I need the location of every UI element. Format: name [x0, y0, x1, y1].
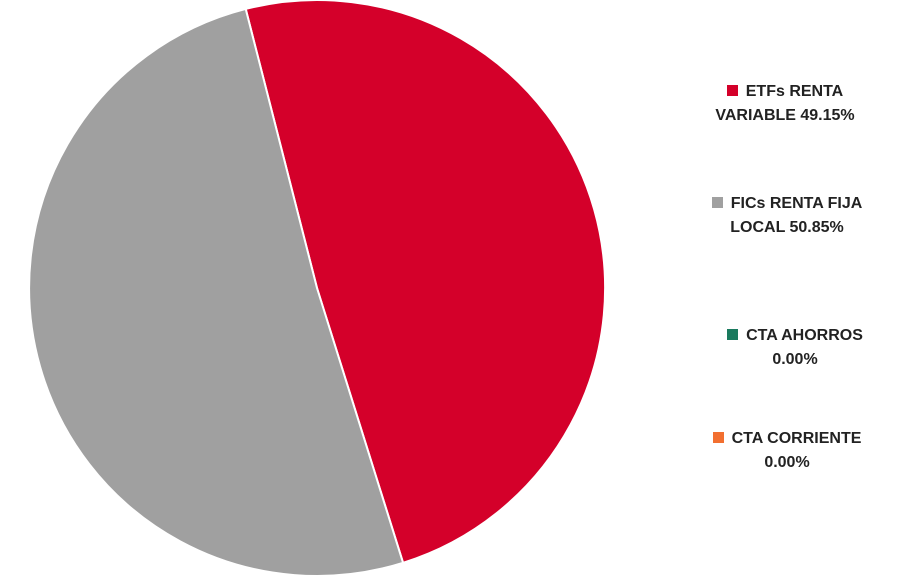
legend-line-1: CTA AHORROS [700, 324, 890, 348]
legend-item-cta-corriente: CTA CORRIENTE 0.00% [684, 427, 890, 475]
legend-line-2: 0.00% [764, 454, 810, 471]
pie-slices [28, 0, 607, 575]
legend-item-etfs-renta-variable: ETFs RENTA VARIABLE 49.15% [680, 80, 890, 128]
legend-swatch-cta-corriente [712, 432, 724, 443]
legend-swatch-fics [711, 197, 723, 208]
legend-line-2: 0.00% [772, 351, 818, 368]
legend-swatch-cta-ahorros [727, 329, 739, 340]
legend-label: CTA AHORROS [746, 327, 863, 344]
legend-label: ETFs RENTA [745, 83, 844, 100]
legend-item-cta-ahorros: CTA AHORROS 0.00% [700, 324, 890, 372]
legend-line-1: FICs RENTA FIJA [684, 192, 890, 216]
pie-chart [28, 0, 607, 575]
legend-label: CTA CORRIENTE [731, 430, 862, 447]
legend-label: FICs RENTA FIJA [730, 195, 863, 212]
legend-line-1: CTA CORRIENTE [684, 427, 890, 451]
legend-item-fics-renta-fija-local: FICs RENTA FIJA LOCAL 50.85% [684, 192, 890, 240]
legend-swatch-etfs [726, 85, 738, 96]
legend-line-1: ETFs RENTA [680, 80, 890, 104]
pie-slice-fics-renta-fija-local [28, 7, 405, 575]
legend-line-2: LOCAL 50.85% [730, 219, 844, 236]
pie-slice-etfs-renta-variable [244, 0, 607, 565]
legend-line-2: VARIABLE 49.15% [715, 107, 855, 124]
